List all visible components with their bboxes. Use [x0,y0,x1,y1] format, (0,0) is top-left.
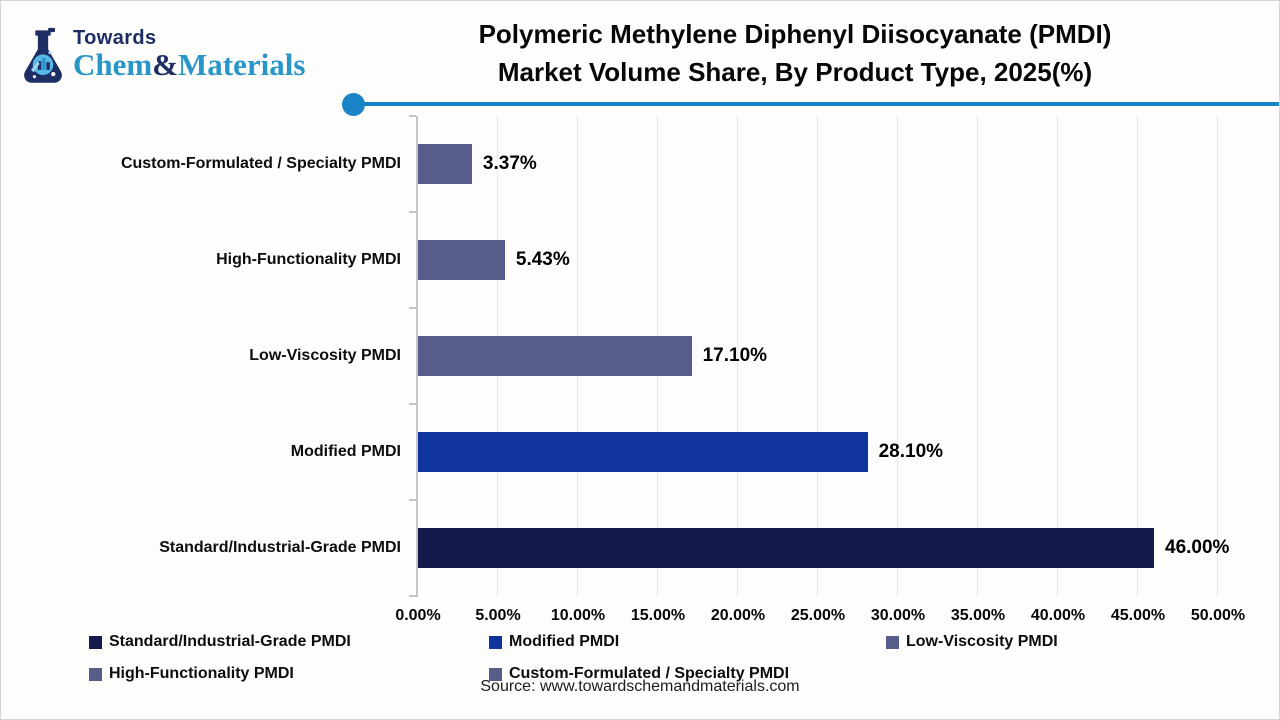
brand-wordmark: Towards Chem&Materials [73,27,305,82]
bar-high-functionality-pmdi [418,240,505,280]
gridline [977,116,978,596]
x-axis-tick-label: 45.00% [1110,607,1166,624]
legend-label: High-Functionality PMDI [109,665,294,682]
x-axis-tick-label: 30.00% [870,607,926,624]
y-axis-tick [409,211,416,213]
gridline [1137,116,1138,596]
gridline [1057,116,1058,596]
bar-custom-formulated-specialty-pmdi [418,144,472,184]
gridline [737,116,738,596]
brand-chem: Chem [73,47,153,82]
legend-label: Modified PMDI [509,633,620,650]
y-axis-tick [409,115,416,117]
legend-label: Low-Viscosity PMDI [906,633,1058,650]
bar-value-label: 5.43% [515,249,570,270]
x-axis-tick-label: 10.00% [550,607,606,624]
brand-logo: Towards Chem&Materials [17,27,305,87]
brand-bottom-text: Chem&Materials [73,47,306,82]
source-text: Source: www.towardschemandmaterials.com [480,678,800,695]
bar-value-label: 3.37% [482,153,537,174]
bar-standard-industrial-grade-pmdi [418,528,1154,568]
bar-low-viscosity-pmdi [418,336,692,376]
category-label: High-Functionality PMDI [216,251,401,268]
legend-swatch [89,667,102,681]
legend-label: Standard/Industrial-Grade PMDI [109,633,351,650]
y-axis-tick [409,595,416,597]
legend-label: Custom-Formulated / Specialty PMDI [509,665,790,682]
title-line-2: Market Volume Share, By Product Type, 20… [497,57,1093,87]
category-label: Low-Viscosity PMDI [249,347,401,364]
y-axis-tick [409,499,416,501]
plot-area: 3.37% 5.43% 17.10% 28.10% 46.00% [418,116,1229,596]
x-axis-tick-label: 35.00% [950,607,1006,624]
bar-modified-pmdi [418,432,868,472]
category-label: Standard/Industrial-Grade PMDI [159,539,401,556]
category-label: Custom-Formulated / Specialty PMDI [120,155,401,172]
category-label: Modified PMDI [290,443,401,460]
x-axis-tick-label: 0.00% [395,607,441,624]
gridline [1217,116,1218,596]
y-axis-tick [409,307,416,309]
y-axis-line [416,116,418,597]
x-axis-tick-label: 20.00% [710,607,766,624]
legend-swatch [489,667,502,681]
divider-line [354,102,1279,106]
brand-top-text: Towards [73,27,157,49]
x-axis-tick-label: 40.00% [1030,607,1086,624]
legend-item-modified-pmdi: Modified PMDI [489,633,619,651]
legend-item-custom-formulated-specialty-pmdi: Custom-Formulated / Specialty PMDI [489,665,789,683]
gridline [817,116,818,596]
y-axis-tick [409,403,416,405]
flask-icon [24,27,62,83]
legend-swatch [489,635,502,649]
x-axis-tick-label: 25.00% [790,607,846,624]
legend-item-standard-industrial-grade-pmdi: Standard/Industrial-Grade PMDI [89,633,351,651]
gridline [897,116,898,596]
bar-value-label: 17.10% [702,345,768,366]
legend-item-high-functionality-pmdi: High-Functionality PMDI [89,665,294,683]
page-title: Polymeric Methylene Diphenyl Diisocyanat… [409,15,1181,91]
bar-value-label: 28.10% [878,441,944,462]
title-line-1: Polymeric Methylene Diphenyl Diisocyanat… [478,19,1112,49]
x-axis-tick-label: 5.00% [475,607,521,624]
x-axis-tick-label: 50.00% [1190,607,1246,624]
x-axis-tick-label: 15.00% [630,607,686,624]
divider-dot [342,93,365,116]
legend-item-low-viscosity-pmdi: Low-Viscosity PMDI [886,633,1058,651]
brand-ampersand: & [152,47,179,82]
brand-materials: Materials [178,47,306,82]
bar-value-label: 46.00% [1165,537,1230,558]
legend-swatch [886,635,899,649]
legend-swatch [89,635,102,649]
